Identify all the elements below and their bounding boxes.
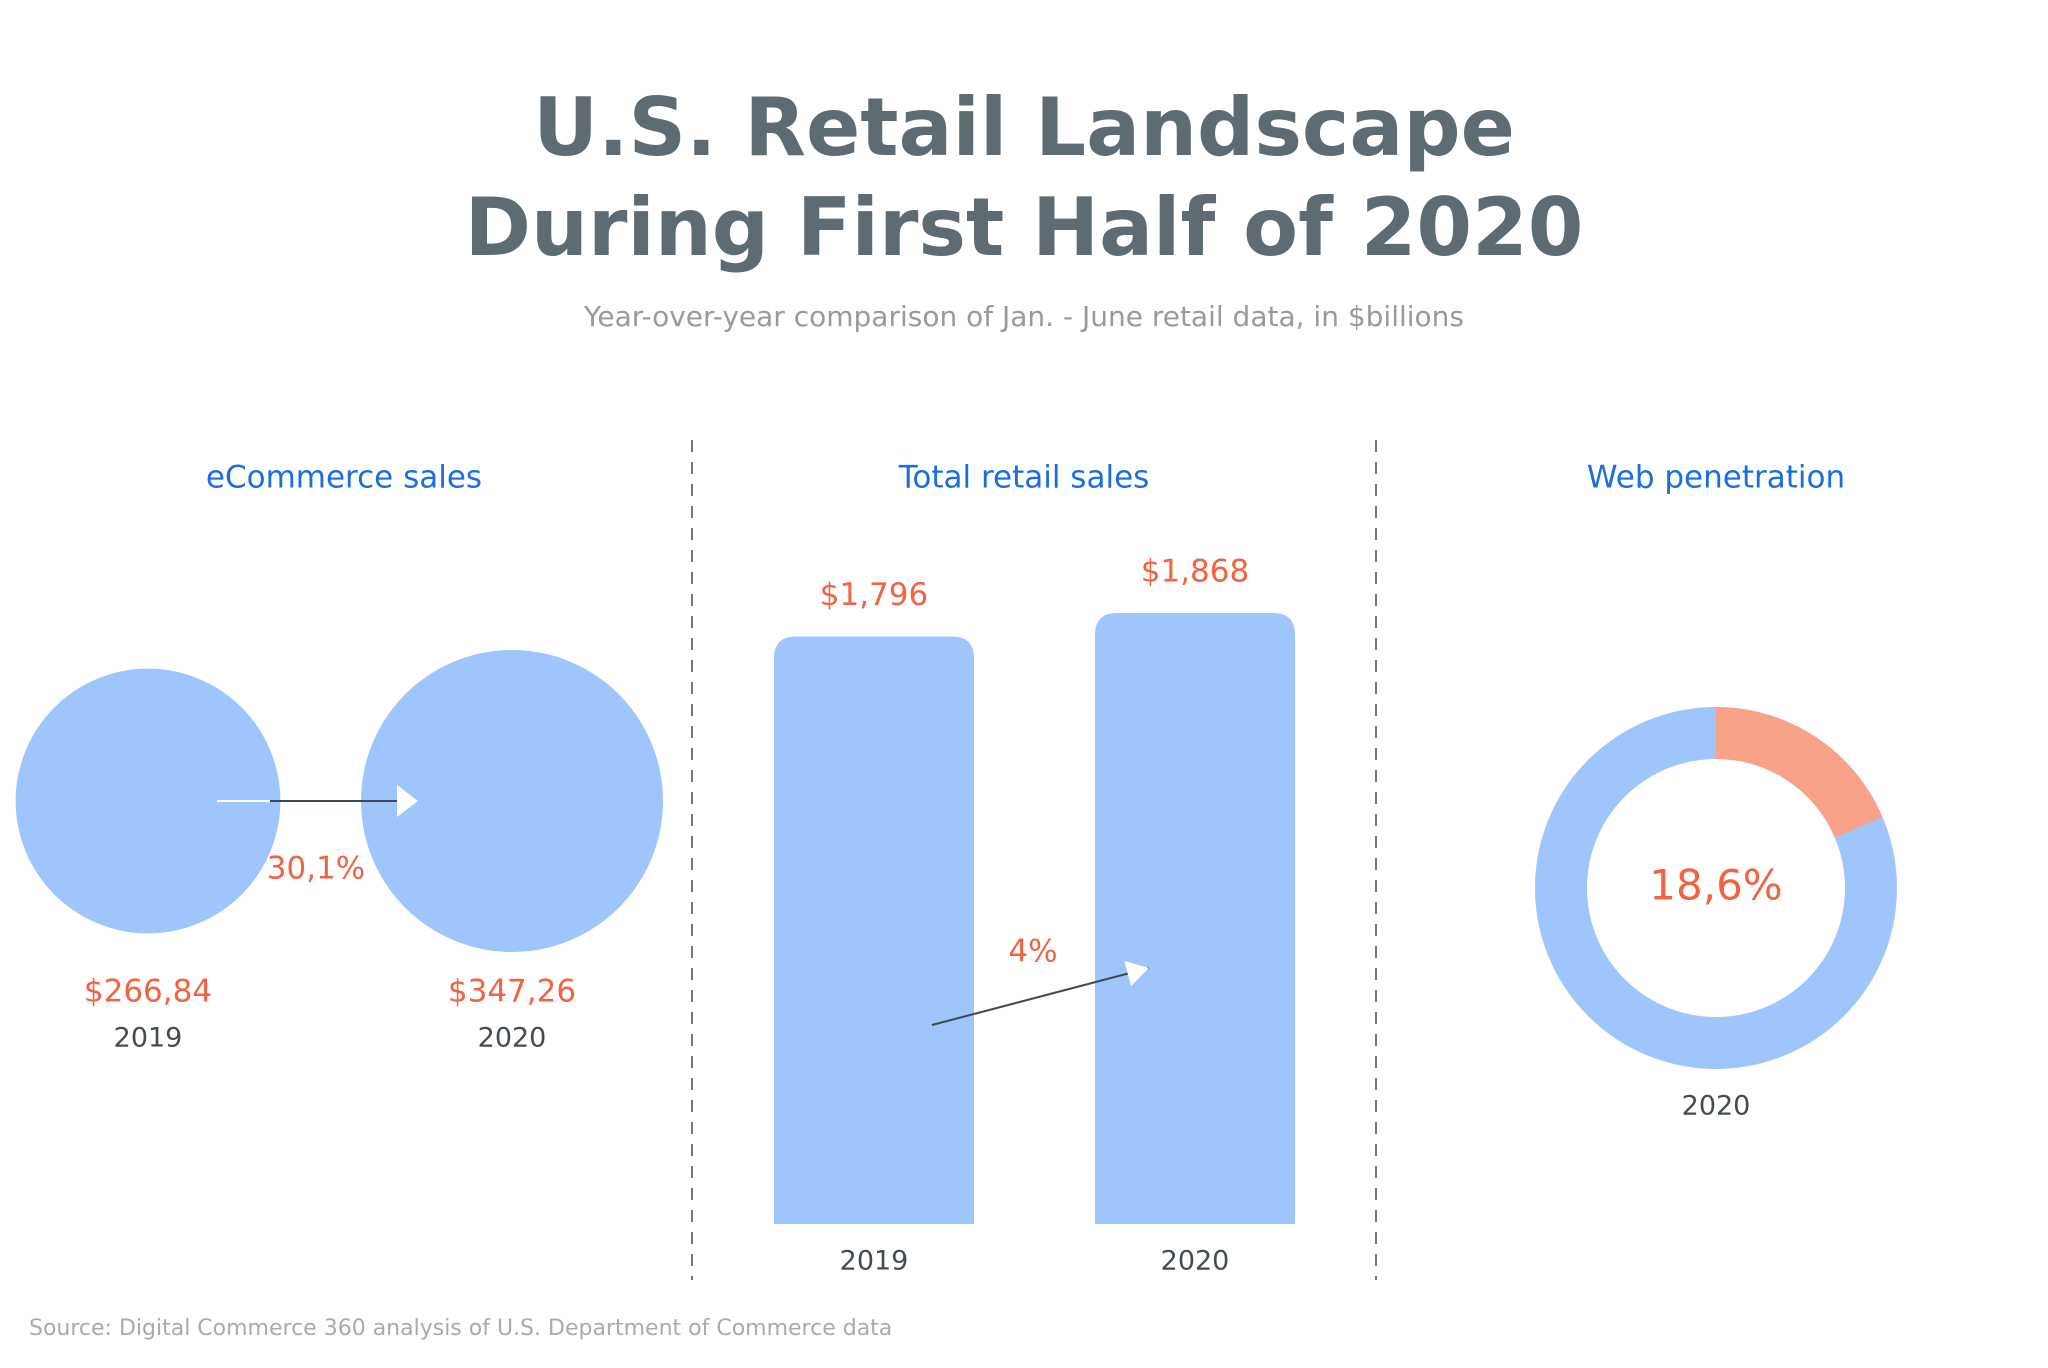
category-label: 2019: [840, 1246, 909, 1277]
title: U.S. Retail Landscape During First Half …: [464, 81, 1584, 274]
category-label: 2020: [478, 1023, 547, 1054]
value-label: $266,84: [84, 974, 212, 1010]
value-label: $347,26: [448, 974, 576, 1010]
value-label: 18,6%: [1649, 861, 1782, 910]
arrow-head: [1124, 961, 1149, 987]
value-label: $1,868: [1141, 554, 1249, 590]
annotation: 30,1%: [267, 851, 365, 887]
category-label: 2019: [114, 1023, 183, 1054]
bubble: [15, 668, 281, 934]
category-label: 2020: [1682, 1091, 1751, 1122]
value-label: $1,796: [820, 577, 928, 613]
bubble: [361, 650, 663, 952]
panel-title: Web penetration: [1587, 460, 1845, 496]
bar: [774, 636, 974, 1224]
arrow: [931, 967, 1150, 1026]
panel-title: eCommerce sales: [206, 460, 482, 496]
panel-title: Total retail sales: [898, 460, 1150, 496]
donut-segment: [1715, 707, 1883, 839]
arrow-head: [397, 785, 418, 817]
subtitle: Year-over-year comparison of Jan. - June…: [583, 300, 1465, 333]
category-label: 2020: [1161, 1246, 1230, 1277]
annotation: 4%: [1008, 934, 1057, 970]
source: Source: Digital Commerce 360 analysis of…: [29, 1316, 893, 1341]
bar: [1095, 613, 1295, 1224]
